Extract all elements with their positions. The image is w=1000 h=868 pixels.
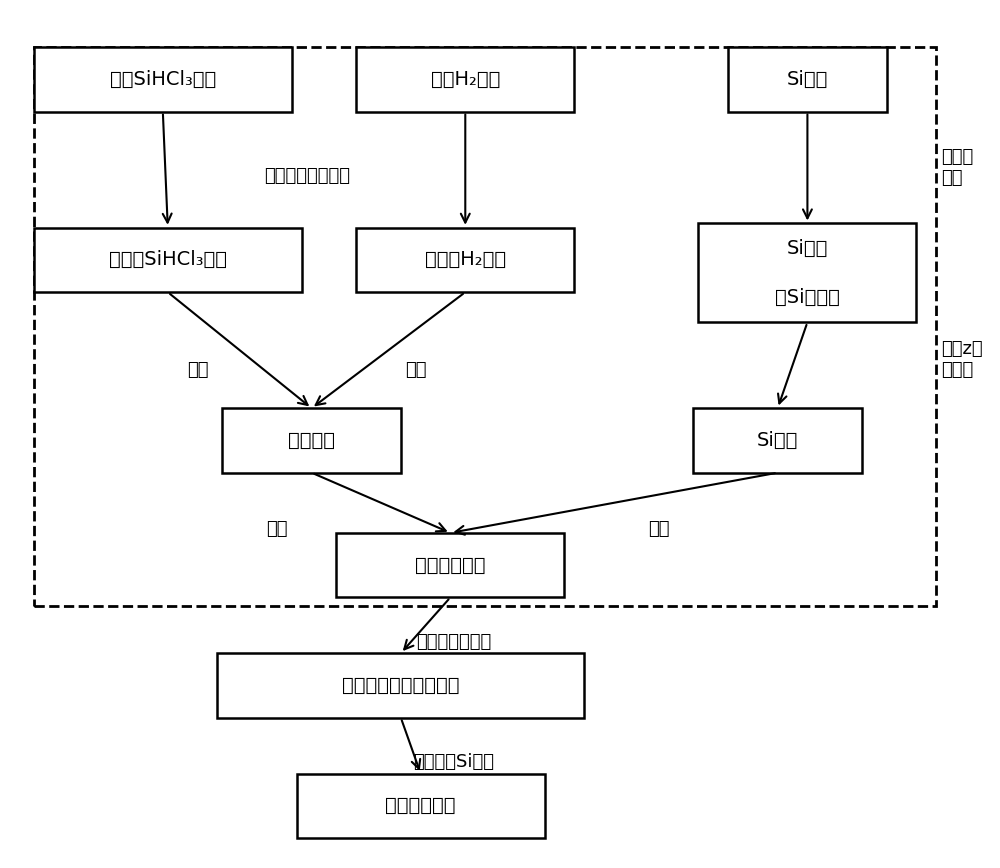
Text: 混合气体: 混合气体 <box>288 431 335 450</box>
Text: （Si基底）: （Si基底） <box>775 288 840 307</box>
Bar <box>222 408 401 473</box>
Text: 化学反应模型: 化学反应模型 <box>385 796 456 815</box>
Bar <box>693 408 862 473</box>
Text: 优化后​H₂分子: 优化后​H₂分子 <box>425 250 506 269</box>
Text: 周期性
生成: 周期性 生成 <box>941 148 974 187</box>
Bar <box>698 223 916 322</box>
Text: 改变z方
向长度: 改变z方 向长度 <box>941 339 983 378</box>
Bar <box>34 47 936 606</box>
Text: Si晶胞: Si晶胞 <box>787 70 828 89</box>
Text: 优化后​SiHCl₃分子: 优化后​SiHCl₃分子 <box>109 250 227 269</box>
Text: Si基底: Si基底 <box>757 431 798 450</box>
Text: 混合: 混合 <box>405 361 426 379</box>
Text: 分子几何结构优化: 分子几何结构优化 <box>264 168 350 185</box>
Text: 组合: 组合 <box>266 520 288 537</box>
Text: 结构优化后的反应模型: 结构优化后的反应模型 <box>342 676 460 695</box>
Bar <box>356 227 574 293</box>
Text: 初始​SiHCl₃分子: 初始​SiHCl₃分子 <box>110 70 216 89</box>
Bar <box>336 533 564 597</box>
Text: 固定一层Si晶胞: 固定一层Si晶胞 <box>413 753 494 772</box>
Text: 混合: 混合 <box>187 361 208 379</box>
Bar <box>297 773 545 838</box>
Text: 组合: 组合 <box>648 520 669 537</box>
Text: 初始​H₂分子: 初始​H₂分子 <box>431 70 500 89</box>
Bar <box>356 47 574 112</box>
Bar <box>34 227 302 293</box>
Bar <box>34 47 292 112</box>
Text: 能量最小化计算: 能量最小化计算 <box>416 633 491 651</box>
Bar <box>217 654 584 718</box>
Bar <box>728 47 887 112</box>
Text: Si超胞: Si超胞 <box>787 239 828 258</box>
Text: 初始反应模型: 初始反应模型 <box>415 556 486 575</box>
